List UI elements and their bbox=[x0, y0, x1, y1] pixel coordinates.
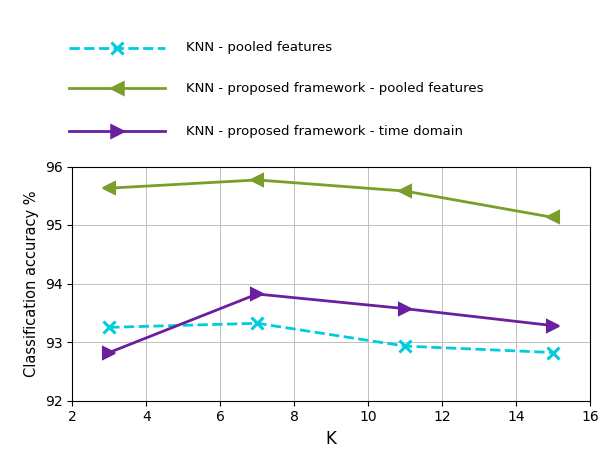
Text: KNN - pooled features: KNN - pooled features bbox=[186, 41, 332, 54]
Text: KNN - proposed framework - pooled features: KNN - proposed framework - pooled featur… bbox=[186, 82, 483, 94]
Y-axis label: Classification accuracy %: Classification accuracy % bbox=[24, 190, 39, 377]
Text: KNN - proposed framework - time domain: KNN - proposed framework - time domain bbox=[186, 125, 463, 138]
X-axis label: K: K bbox=[326, 430, 337, 448]
